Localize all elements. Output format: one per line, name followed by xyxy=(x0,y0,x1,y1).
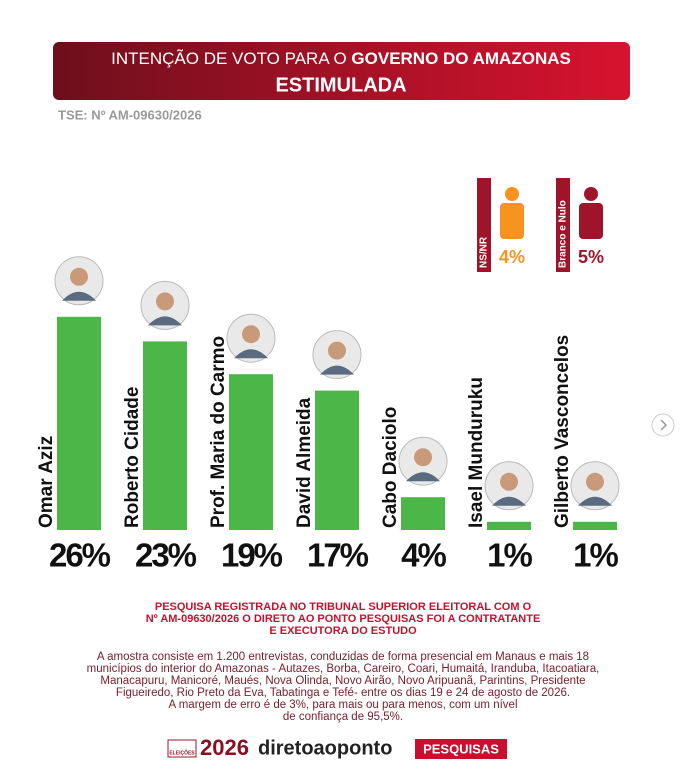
photo-body xyxy=(578,496,612,506)
candidate-name: Omar Aziz xyxy=(36,436,57,528)
registration-note: Nº AM-09630/2026 O DIRETO AO PONTO PESQU… xyxy=(146,613,541,625)
icon-head xyxy=(505,187,519,201)
candidate-name: Prof. Maria do Carmo xyxy=(208,336,229,528)
methodology-note: Figueiredo, Rio Preto da Eva, Tabatinga … xyxy=(116,687,570,699)
photo-body xyxy=(62,291,96,301)
logo-badge-text: ELEIÇÕES xyxy=(169,749,195,756)
photo-head xyxy=(586,472,604,491)
title-bold: GOVERNO DO AMAZONAS xyxy=(351,49,570,68)
photo-body xyxy=(234,349,268,359)
icon-body xyxy=(579,203,603,239)
candidate-photo xyxy=(54,256,104,306)
bar xyxy=(315,390,359,530)
logo-brand: diretoaoponto xyxy=(258,737,392,759)
value-label: 4% xyxy=(401,537,446,574)
response-name: NS/NR xyxy=(479,236,490,268)
bar xyxy=(229,374,273,530)
photo-head xyxy=(70,267,88,286)
bar xyxy=(401,497,445,530)
bar xyxy=(143,341,187,530)
candidate-photo xyxy=(312,330,362,380)
photo-head xyxy=(328,341,346,360)
methodology-note: A margem de erro é de 3%, para mais ou p… xyxy=(169,699,518,711)
candidate-name: Gilberto Vasconcelos xyxy=(552,335,573,528)
methodology-note: Manacapuru, Manicoré, Maués, Nova Olinda… xyxy=(100,675,585,687)
candidate-photo xyxy=(140,280,190,330)
plot: Omar Aziz 26% Roberto Cidade 23% Prof. Maria… xyxy=(36,178,621,574)
response-icon xyxy=(579,187,603,239)
photo-body xyxy=(320,365,354,375)
title-prefix: INTENÇÃO DE VOTO PARA O xyxy=(111,49,347,68)
candidate-name: David Almeida xyxy=(294,397,315,528)
methodology-note: municípios do interior do Amazonas - Aut… xyxy=(87,663,600,675)
registration-note: E EXECUTORA DO ESTUDO xyxy=(269,625,417,637)
methodology-note: A amostra consiste em 1.200 entrevistas,… xyxy=(97,651,589,663)
icon-head xyxy=(584,187,598,201)
tse-registration: TSE: Nº AM-09630/2026 xyxy=(58,107,202,122)
logo-tag: PESQUISAS xyxy=(423,741,499,756)
photo-head xyxy=(156,292,174,311)
candidate-photo xyxy=(484,461,534,511)
response-name: Branco e Nulo xyxy=(558,200,569,268)
logo-badge xyxy=(167,739,197,758)
header-banner xyxy=(53,42,630,100)
photo-body xyxy=(492,496,526,506)
candidate-name: Cabo Daciolo xyxy=(380,407,401,528)
photo-body xyxy=(148,316,182,326)
icon-body xyxy=(500,203,524,239)
value-label: 17% xyxy=(307,537,369,574)
registration-note: PESQUISA REGISTRADA NO TRIBUNAL SUPERIOR… xyxy=(155,601,532,613)
logo-year: 2026 xyxy=(200,735,249,760)
response-value: 4% xyxy=(499,247,525,267)
response-tag xyxy=(477,178,491,272)
value-label: 1% xyxy=(573,537,618,574)
candidate-photo xyxy=(226,313,276,363)
bar xyxy=(487,521,531,530)
bar xyxy=(57,316,101,530)
photo-head xyxy=(414,448,432,467)
methodology-note: de confiança de 95,5%. xyxy=(283,711,403,723)
response-icon xyxy=(500,187,524,239)
value-label: 1% xyxy=(487,537,532,574)
response-value: 5% xyxy=(578,247,604,267)
photo-head xyxy=(242,325,260,344)
chart-subtitle: ESTIMULADA xyxy=(275,74,406,96)
value-label: 23% xyxy=(135,537,197,574)
value-label: 26% xyxy=(49,537,111,574)
candidate-photo xyxy=(398,436,448,486)
bar xyxy=(573,521,617,530)
chart-title: INTENÇÃO DE VOTO PARA O GOVERNO DO AMAZO… xyxy=(111,49,571,68)
photo-head xyxy=(500,472,518,491)
candidate-photo xyxy=(570,461,620,511)
footer: PESQUISA REGISTRADA NO TRIBUNAL SUPERIOR… xyxy=(87,601,600,760)
value-label: 19% xyxy=(221,537,283,574)
candidate-name: Isael Munduruku xyxy=(466,377,487,528)
photo-body xyxy=(406,472,440,482)
candidate-name: Roberto Cidade xyxy=(122,387,143,528)
logo-tag-bg xyxy=(415,739,507,759)
next-button[interactable] xyxy=(651,413,675,437)
response-tag xyxy=(556,178,570,272)
